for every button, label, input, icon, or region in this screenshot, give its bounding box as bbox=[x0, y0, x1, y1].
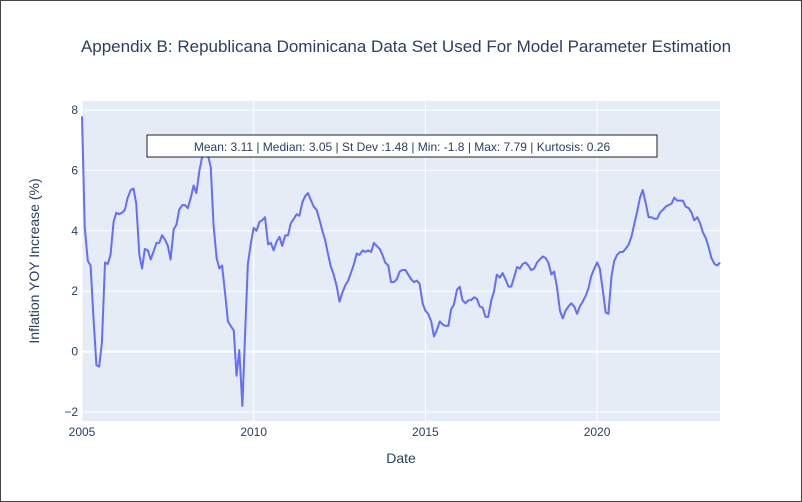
x-tick-label: 2015 bbox=[412, 425, 439, 439]
y-tick-label: 2 bbox=[71, 284, 78, 298]
stats-annotation-box bbox=[146, 134, 658, 158]
chart-title: Appendix B: Republicana Dominicana Data … bbox=[81, 37, 731, 56]
y-axis-ticks: −2 0 2 4 6 8 bbox=[64, 103, 78, 419]
x-axis-ticks: 2005 2010 2015 2020 bbox=[69, 425, 611, 439]
x-tick-label: 2020 bbox=[584, 425, 611, 439]
x-tick-label: 2010 bbox=[240, 425, 267, 439]
series-line bbox=[81, 116, 721, 407]
y-tick-label: 0 bbox=[71, 345, 78, 359]
x-tick-label: 2005 bbox=[69, 425, 96, 439]
stats-annotation: Mean: 3.11 | Median: 3.05 | St Dev :1.48… bbox=[194, 140, 611, 154]
series-group bbox=[81, 116, 721, 407]
y-axis-title: Inflation YOY Increase (%) bbox=[26, 178, 42, 343]
y-tick-label: −2 bbox=[64, 405, 78, 419]
x-axis-title: Date bbox=[386, 450, 416, 466]
y-tick-label: 6 bbox=[71, 163, 78, 177]
y-tick-label: 4 bbox=[71, 224, 78, 238]
y-tick-label: 8 bbox=[71, 103, 78, 117]
